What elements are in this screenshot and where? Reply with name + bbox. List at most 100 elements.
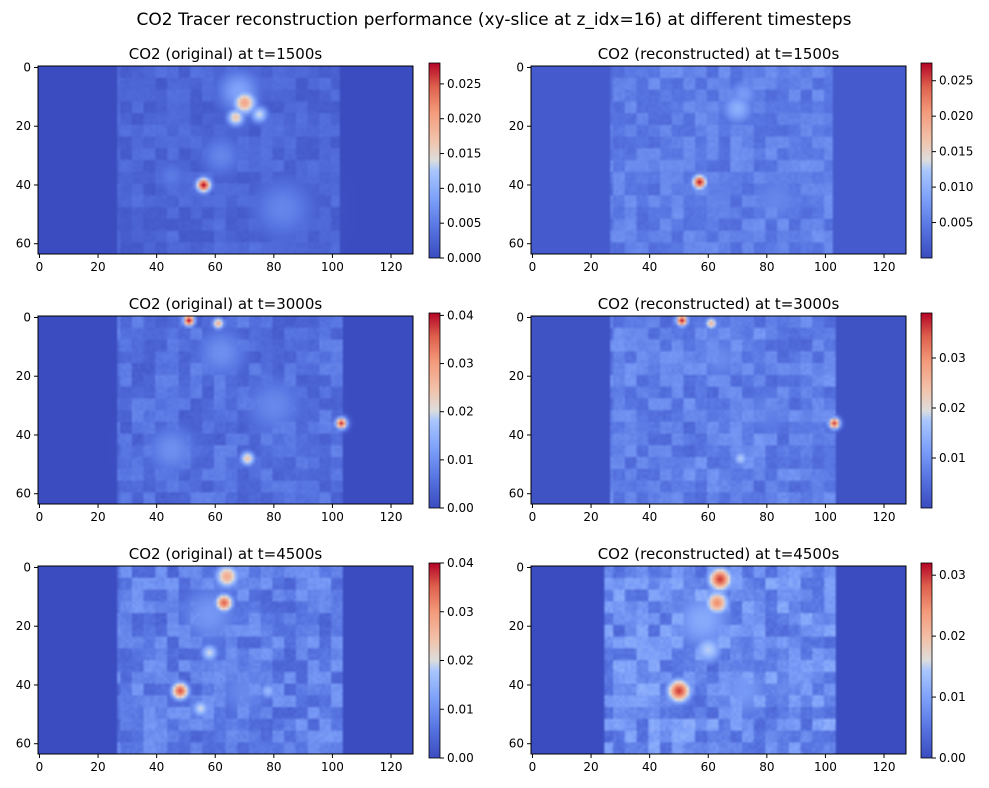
panel-3: CO2 (original) at t=3000s 0 20 40 60 80 100 120…: [16, 295, 474, 524]
y-tick-label: 60: [509, 237, 524, 251]
panel-4: CO2 (reconstructed) at t=3000s 0 20 40 60 80 1…: [509, 295, 966, 524]
colorbar-tick-label: 0.01: [447, 702, 474, 716]
x-tick-label: 120: [873, 510, 896, 524]
x-tick-label: 40: [149, 260, 164, 274]
y-tick-label: 40: [16, 428, 31, 442]
colorbar: [428, 562, 441, 759]
axes-frame: [37, 565, 414, 755]
panel-title: CO2 (reconstructed) at t=3000s: [598, 295, 840, 313]
colorbar-tick-label: 0.04: [447, 308, 474, 322]
x-tick-label: 40: [642, 510, 657, 524]
colorbar-tick-label: 0.010: [939, 180, 973, 194]
axes-frame: [530, 565, 907, 755]
x-tick-label: 60: [208, 760, 223, 774]
colorbar: [920, 562, 933, 759]
y-tick-label: 0: [516, 60, 524, 74]
x-tick-label: 100: [321, 760, 344, 774]
x-tick-label: 80: [266, 260, 281, 274]
x-tick-label: 60: [208, 510, 223, 524]
colorbar-tick-label: 0.020: [939, 109, 973, 123]
x-tick-label: 100: [814, 760, 837, 774]
colorbar: [920, 62, 933, 259]
x-tick-label: 100: [814, 510, 837, 524]
panel-1: CO2 (original) at t=1500s 0 20 40 60 80 100 120…: [16, 45, 482, 274]
x-tick-label: 40: [149, 760, 164, 774]
x-tick-label: 80: [266, 760, 281, 774]
heatmap-image: [38, 316, 413, 504]
x-tick-label: 120: [873, 760, 896, 774]
x-tick-label: 100: [814, 260, 837, 274]
x-tick-label: 20: [583, 260, 598, 274]
y-tick-label: 40: [16, 678, 31, 692]
axes-frame: [37, 65, 414, 255]
colorbar-tick-label: 0.02: [447, 654, 474, 668]
colorbar-tick-label: 0.03: [447, 357, 474, 371]
panel-5: CO2 (original) at t=4500s 0 20 40 60 80 100 120…: [16, 545, 474, 774]
x-tick-label: 120: [873, 260, 896, 274]
colorbar-tick-label: 0.020: [447, 112, 481, 126]
x-tick-label: 0: [36, 510, 44, 524]
panel-6: CO2 (reconstructed) at t=4500s 0 20 40 60 80 1…: [509, 545, 966, 774]
y-tick-label: 0: [23, 560, 31, 574]
heatmap-image: [531, 316, 906, 504]
x-tick-label: 120: [380, 510, 403, 524]
colorbar-tick-label: 0.01: [939, 690, 966, 704]
colorbar-tick-label: 0.00: [447, 751, 474, 765]
x-tick-label: 120: [380, 260, 403, 274]
panel-2: CO2 (reconstructed) at t=1500s 0 20 40 60 80 1…: [509, 45, 974, 274]
colorbar-tick-label: 0.025: [939, 74, 973, 88]
y-tick-label: 20: [16, 369, 31, 383]
y-tick-label: 20: [509, 619, 524, 633]
y-tick-label: 40: [509, 178, 524, 192]
colorbar: [920, 312, 933, 509]
colorbar-tick-label: 0.005: [447, 216, 481, 230]
colorbar-tick-label: 0.02: [939, 629, 966, 643]
heatmap-image: [531, 566, 906, 754]
colorbar-tick-label: 0.03: [447, 605, 474, 619]
colorbar-tick-label: 0.015: [939, 145, 973, 159]
x-tick-label: 20: [583, 510, 598, 524]
colorbar-tick-label: 0.02: [447, 405, 474, 419]
y-tick-label: 0: [516, 310, 524, 324]
colorbar-tick-label: 0.025: [447, 77, 481, 91]
x-tick-label: 0: [529, 510, 537, 524]
colorbar-tick-label: 0.00: [447, 501, 474, 515]
colorbar-tick-label: 0.01: [447, 453, 474, 467]
y-tick-label: 0: [23, 310, 31, 324]
colorbar-tick-label: 0.005: [939, 216, 973, 230]
figure-suptitle: CO2 Tracer reconstruction performance (x…: [136, 10, 851, 30]
x-tick-label: 40: [642, 760, 657, 774]
x-tick-label: 0: [36, 260, 44, 274]
x-tick-label: 80: [759, 510, 774, 524]
y-tick-label: 60: [16, 237, 31, 251]
x-tick-label: 60: [701, 510, 716, 524]
x-tick-label: 80: [759, 760, 774, 774]
axes-frame: [530, 315, 907, 505]
panel-title: CO2 (original) at t=4500s: [129, 545, 323, 563]
axes-frame: [530, 65, 907, 255]
colorbar: [428, 62, 441, 259]
y-tick-label: 0: [23, 60, 31, 74]
x-tick-label: 60: [208, 260, 223, 274]
panel-title: CO2 (reconstructed) at t=4500s: [598, 545, 840, 563]
y-tick-label: 60: [16, 737, 31, 751]
heatmap-image: [38, 66, 413, 254]
y-tick-label: 60: [16, 487, 31, 501]
x-tick-label: 0: [36, 760, 44, 774]
panel-title: CO2 (original) at t=1500s: [129, 45, 323, 63]
x-tick-label: 100: [321, 510, 344, 524]
colorbar: [428, 312, 441, 509]
x-tick-label: 0: [529, 260, 537, 274]
colorbar-tick-label: 0.010: [447, 181, 481, 195]
panel-title: CO2 (original) at t=3000s: [129, 295, 323, 313]
x-tick-label: 20: [583, 760, 598, 774]
colorbar-tick-label: 0.015: [447, 147, 481, 161]
colorbar-tick-label: 0.03: [939, 568, 966, 582]
panels-group: CO2 (original) at t=1500s 0 20 40 60 80 100 120…: [16, 45, 974, 774]
colorbar-tick-label: 0.02: [939, 401, 966, 415]
y-tick-label: 40: [16, 178, 31, 192]
y-tick-label: 40: [509, 428, 524, 442]
x-tick-label: 60: [701, 260, 716, 274]
